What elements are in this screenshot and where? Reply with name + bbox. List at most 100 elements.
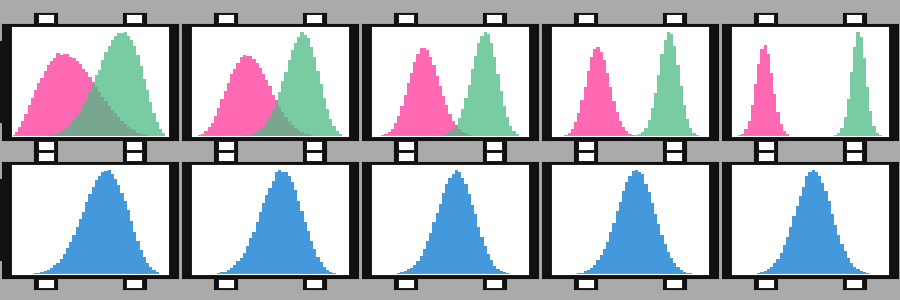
Bar	[487, 34, 490, 136]
Bar	[841, 128, 843, 136]
Bar	[108, 46, 111, 136]
Bar	[121, 121, 123, 136]
Bar	[448, 178, 452, 274]
Bar	[137, 56, 139, 136]
Bar	[281, 112, 284, 136]
Bar	[143, 134, 146, 136]
Bar	[461, 132, 464, 136]
Bar	[57, 262, 59, 274]
Bar	[773, 94, 777, 136]
Bar	[284, 72, 288, 136]
Bar	[757, 64, 760, 136]
Bar	[622, 128, 626, 136]
Bar	[403, 272, 407, 274]
Bar	[272, 110, 274, 136]
Bar	[88, 77, 92, 136]
Bar	[506, 273, 509, 274]
Bar	[619, 202, 622, 274]
Bar	[227, 83, 230, 136]
Bar	[230, 268, 233, 274]
Bar	[670, 258, 673, 274]
Bar	[651, 203, 654, 274]
Bar	[94, 75, 98, 136]
Bar	[143, 257, 146, 274]
Bar	[783, 131, 786, 136]
Bar	[516, 134, 519, 136]
Bar	[680, 86, 683, 136]
Bar	[252, 59, 256, 136]
Bar	[246, 135, 249, 136]
Bar	[159, 129, 162, 136]
Bar	[94, 86, 98, 136]
Bar	[606, 242, 609, 274]
Bar	[757, 273, 760, 274]
Bar	[777, 259, 779, 274]
Bar	[94, 180, 98, 274]
Bar	[57, 53, 59, 136]
Bar	[512, 131, 516, 136]
Bar	[483, 246, 487, 274]
Bar	[468, 85, 471, 136]
Bar	[332, 273, 336, 274]
Bar	[493, 57, 497, 136]
Bar	[500, 91, 503, 136]
Bar	[162, 134, 166, 136]
Bar	[301, 32, 303, 136]
Bar	[677, 65, 680, 136]
Bar	[111, 173, 114, 274]
Bar	[763, 45, 767, 136]
Bar	[104, 52, 108, 136]
Bar	[284, 172, 288, 274]
Bar	[413, 265, 417, 274]
Bar	[108, 170, 111, 274]
Bar	[796, 206, 799, 274]
Bar	[626, 182, 628, 274]
Bar	[436, 213, 439, 274]
Bar	[786, 134, 789, 136]
Bar	[609, 232, 612, 274]
Bar	[683, 272, 686, 274]
Bar	[227, 270, 230, 274]
Bar	[760, 49, 763, 136]
Bar	[252, 232, 256, 274]
Bar	[149, 267, 152, 274]
Bar	[303, 222, 307, 274]
Bar	[571, 129, 574, 136]
Bar	[37, 273, 40, 274]
Bar	[233, 265, 237, 274]
Bar	[657, 224, 661, 274]
Bar	[40, 272, 43, 274]
Bar	[66, 127, 69, 136]
Bar	[57, 133, 59, 136]
Bar	[837, 134, 841, 136]
Bar	[808, 172, 812, 274]
Bar	[439, 86, 442, 136]
Bar	[564, 135, 568, 136]
Bar	[249, 135, 252, 136]
Bar	[432, 64, 436, 136]
Bar	[751, 105, 754, 136]
Bar	[410, 268, 413, 274]
Bar	[208, 127, 211, 136]
Bar	[34, 273, 37, 274]
Bar	[673, 46, 677, 136]
Bar	[651, 108, 654, 136]
Bar	[332, 127, 336, 136]
Bar	[487, 254, 491, 274]
Bar	[268, 188, 272, 274]
Bar	[599, 255, 603, 274]
Bar	[268, 86, 272, 136]
Bar	[876, 133, 879, 136]
Bar	[461, 109, 464, 136]
Bar	[696, 135, 699, 136]
Bar	[397, 116, 400, 136]
Bar	[101, 97, 104, 136]
Bar	[53, 58, 57, 136]
Bar	[464, 134, 468, 136]
Bar	[779, 124, 783, 136]
Bar	[259, 212, 262, 274]
Bar	[133, 130, 137, 136]
Bar	[63, 129, 66, 136]
Bar	[256, 222, 259, 274]
Bar	[789, 227, 792, 274]
